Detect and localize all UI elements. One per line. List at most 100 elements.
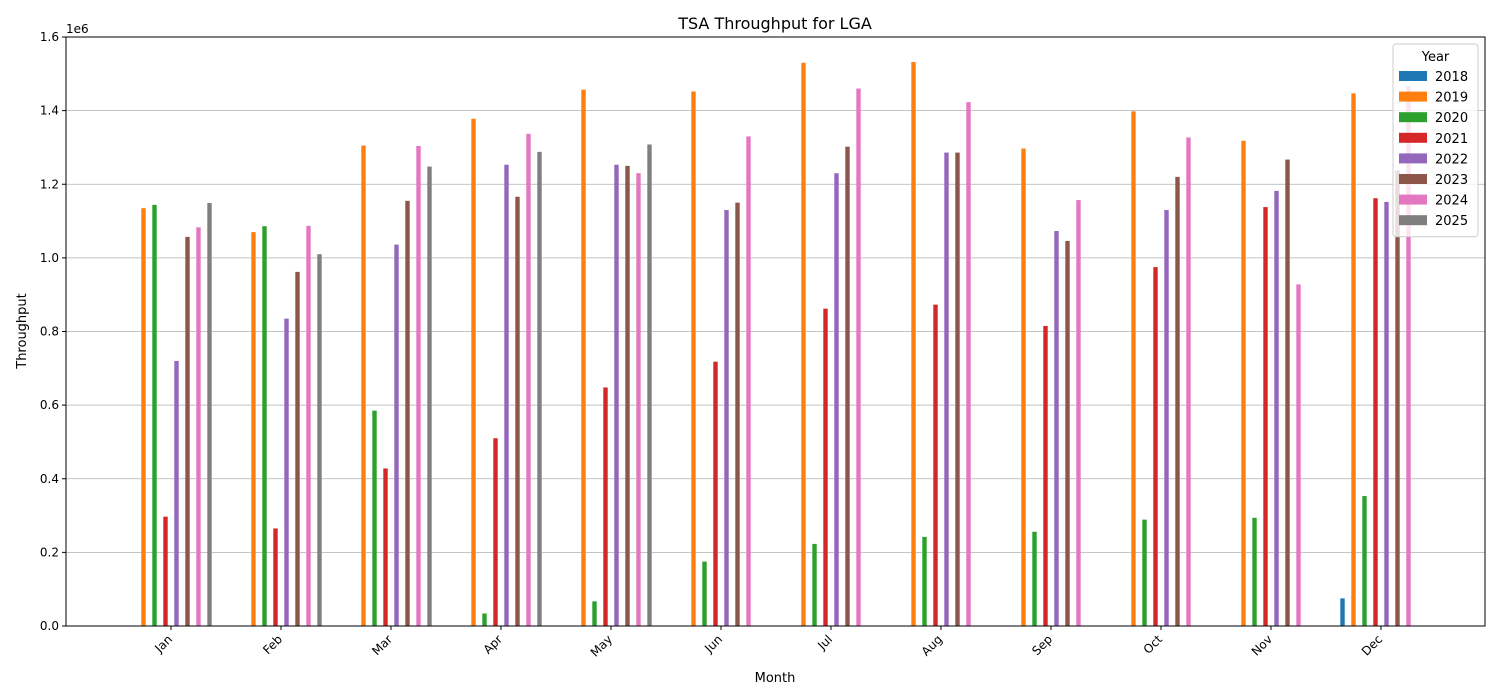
x-axis-title: Month — [755, 671, 796, 686]
bar-2025-mar — [427, 166, 432, 626]
bar-2025-apr — [537, 151, 542, 627]
bar-2019-jun — [691, 91, 696, 627]
bar-2022-jan — [174, 360, 179, 626]
bar-2022-nov — [1274, 190, 1279, 626]
bar-2020-dec — [1362, 496, 1367, 626]
bar-2019-apr — [471, 118, 476, 626]
bar-series — [141, 62, 1411, 627]
bar-2020-mar — [372, 410, 377, 626]
bar-2019-mar — [361, 145, 366, 627]
bar-2024-jun — [746, 136, 751, 627]
bar-2024-aug — [966, 102, 971, 626]
legend-swatch-2023 — [1399, 174, 1427, 184]
bar-2024-mar — [416, 145, 421, 626]
y-tick-label: 0.0 — [40, 619, 59, 633]
bar-2023-feb — [295, 271, 300, 626]
bar-2023-jul — [845, 146, 850, 627]
bar-2022-may — [614, 164, 619, 626]
bar-2021-jun — [713, 361, 718, 626]
legend-label-2019: 2019 — [1435, 91, 1468, 106]
bar-2019-jul — [801, 62, 806, 627]
legend-swatch-2025 — [1399, 215, 1427, 226]
bar-2022-apr — [504, 164, 509, 626]
legend-label-2024: 2024 — [1435, 194, 1468, 209]
bar-2019-jan — [141, 208, 146, 626]
bar-2021-jul — [823, 308, 828, 626]
bar-2024-feb — [306, 225, 311, 626]
bar-2019-may — [581, 89, 586, 627]
legend-label-2020: 2020 — [1435, 111, 1468, 126]
bar-2019-dec — [1351, 93, 1356, 627]
legend-label-2022: 2022 — [1435, 152, 1468, 167]
bar-2019-oct — [1131, 111, 1136, 626]
bar-2022-feb — [284, 318, 289, 626]
bar-2020-apr — [482, 613, 487, 626]
legend-label-2021: 2021 — [1435, 132, 1468, 147]
chart-title: TSA Throughput for LGA — [677, 14, 872, 33]
y-tick-label: 1.4 — [40, 104, 59, 118]
y-tick-label: 1.0 — [40, 251, 59, 265]
y-axis-title: Throughput — [15, 293, 30, 370]
bar-2021-apr — [493, 438, 498, 626]
bar-2021-feb — [273, 528, 278, 626]
bar-2019-sep — [1021, 148, 1026, 626]
bar-2021-mar — [383, 468, 388, 626]
legend-swatch-2024 — [1399, 194, 1427, 205]
bar-2020-feb — [262, 226, 267, 626]
bar-2022-oct — [1164, 210, 1169, 627]
bar-2023-sep — [1065, 240, 1070, 626]
bar-2025-jan — [207, 203, 212, 627]
legend-title: Year — [1421, 50, 1450, 65]
bar-2021-may — [603, 387, 608, 626]
bar-2020-aug — [922, 536, 927, 626]
legend: Year 2018 2019 2020 2021 2022 2023 2024 2025 — [1392, 43, 1479, 238]
bar-2024-sep — [1076, 200, 1081, 626]
bar-2019-nov — [1241, 140, 1246, 626]
bar-2023-may — [625, 165, 630, 626]
bar-2023-jun — [735, 202, 740, 626]
bar-2023-jan — [185, 236, 190, 626]
bar-2021-jan — [163, 516, 168, 626]
y-tick-label: 1.2 — [40, 177, 59, 191]
bar-2022-dec — [1384, 201, 1389, 627]
bar-2024-apr — [526, 133, 531, 626]
bar-2019-aug — [911, 62, 916, 627]
y-tick-label: 1.6 — [40, 30, 59, 44]
bar-2024-dec — [1406, 85, 1411, 626]
bar-2023-oct — [1175, 176, 1180, 626]
legend-swatch-2019 — [1399, 91, 1427, 102]
bar-2023-nov — [1285, 159, 1290, 626]
bar-2024-oct — [1186, 137, 1191, 627]
bar-2022-aug — [944, 152, 949, 626]
y-axis: 0.0 0.2 0.4 0.6 0.8 1.0 1.2 1.4 1.6 — [40, 30, 66, 633]
legend-swatch-2021 — [1399, 132, 1427, 143]
bar-2024-may — [636, 173, 641, 627]
bar-2025-may — [647, 144, 652, 626]
legend-swatch-2018 — [1399, 71, 1427, 81]
bar-2022-sep — [1054, 231, 1059, 626]
bar-2021-oct — [1153, 267, 1158, 626]
bar-2020-oct — [1142, 519, 1147, 626]
bar-2023-dec — [1395, 170, 1400, 626]
bar-2020-sep — [1032, 531, 1037, 626]
bar-2020-jul — [812, 543, 817, 626]
y-axis-multiplier: 1e6 — [66, 22, 89, 36]
legend-swatch-2020 — [1399, 112, 1427, 123]
legend-label-2023: 2023 — [1435, 173, 1468, 188]
bar-2020-jun — [702, 561, 707, 626]
y-tick-label: 0.8 — [40, 325, 59, 339]
bar-2022-jun — [724, 210, 729, 627]
y-tick-label: 0.6 — [40, 398, 59, 412]
bar-2023-mar — [405, 200, 410, 627]
bar-2023-aug — [955, 152, 960, 626]
y-tick-label: 0.4 — [40, 472, 59, 486]
bar-2021-nov — [1263, 207, 1268, 627]
bar-2022-jul — [834, 173, 839, 627]
bar-2021-sep — [1043, 325, 1048, 626]
bar-2025-feb — [317, 254, 322, 626]
y-tick-label: 0.2 — [40, 545, 59, 559]
bar-2020-nov — [1252, 517, 1257, 626]
bar-2024-nov — [1296, 284, 1301, 626]
bar-2020-may — [592, 601, 597, 626]
